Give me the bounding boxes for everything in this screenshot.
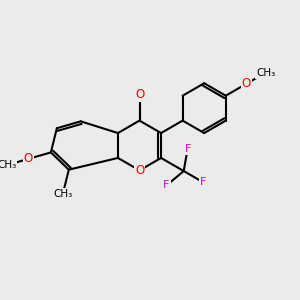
Text: CH₃: CH₃ [0, 160, 16, 170]
Text: O: O [23, 152, 33, 166]
Text: CH₃: CH₃ [256, 68, 275, 78]
Text: O: O [135, 88, 144, 101]
Text: F: F [200, 177, 206, 187]
Text: O: O [242, 77, 251, 90]
Text: CH₃: CH₃ [53, 189, 73, 199]
Text: O: O [135, 164, 144, 177]
Text: F: F [164, 180, 170, 190]
Text: F: F [184, 144, 191, 154]
